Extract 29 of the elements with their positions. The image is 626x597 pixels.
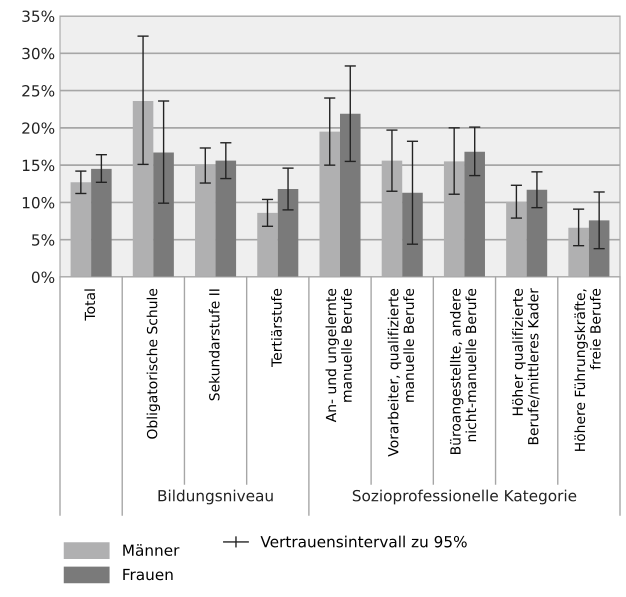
x-tick-label: Obligatorische Schule [146, 288, 160, 439]
legend-label: Männer [123, 544, 180, 556]
text: Vertrauensintervall zu 95% [260, 536, 467, 548]
x-tick-label: Höher qualifizierte Berufe/mittleres Kader [512, 288, 540, 444]
text: Sozioprofessionelle Kategorie [352, 490, 576, 504]
x-tick-label: Tertiärstufe [271, 288, 282, 367]
bar [91, 168, 112, 277]
bar [402, 192, 423, 277]
y-tick-label: 15% [22, 160, 54, 172]
bar [340, 114, 361, 277]
legend-label: Frauen [123, 568, 173, 580]
x-tick-label: Höhere Führungskräfte, freie Berufe [574, 288, 601, 451]
bar [153, 152, 174, 277]
y-tick-label: 10% [22, 196, 54, 208]
y-tick-label: 20% [22, 122, 54, 134]
y-tick-label: 0% [32, 271, 54, 284]
x-tick-label: An- und ungelernte manuelle Berufe [326, 288, 352, 422]
y-tick-label: 25% [22, 85, 54, 97]
y-tick-label: 35% [22, 10, 54, 22]
bar [278, 189, 298, 277]
text: Bildungsniveau [158, 490, 273, 504]
bar [464, 152, 485, 277]
bar [588, 220, 610, 277]
x-tick-label: Sekundarstufe II [208, 289, 220, 400]
bar [526, 190, 548, 277]
y-tick-label: 5% [32, 234, 54, 246]
bar [216, 160, 236, 277]
y-tick-label: 30% [22, 48, 54, 60]
x-tick-label: Total [84, 289, 96, 321]
